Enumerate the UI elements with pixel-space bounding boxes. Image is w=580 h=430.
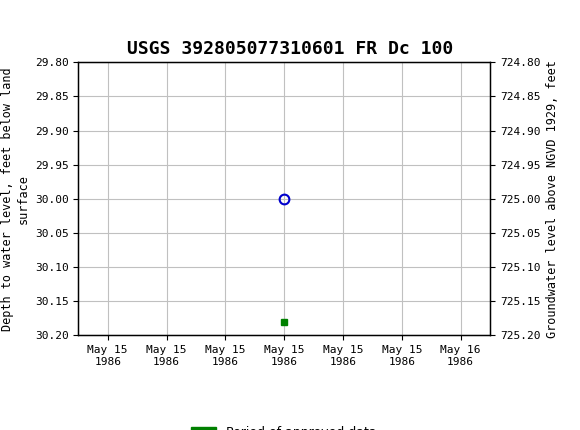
Y-axis label: Groundwater level above NGVD 1929, feet: Groundwater level above NGVD 1929, feet [546,60,559,338]
Y-axis label: Depth to water level, feet below land
surface: Depth to water level, feet below land su… [1,67,29,331]
Text: USGS 392805077310601 FR Dc 100: USGS 392805077310601 FR Dc 100 [127,40,453,58]
Legend: Period of approved data: Period of approved data [186,421,382,430]
Text: ≡USGS: ≡USGS [9,11,101,34]
